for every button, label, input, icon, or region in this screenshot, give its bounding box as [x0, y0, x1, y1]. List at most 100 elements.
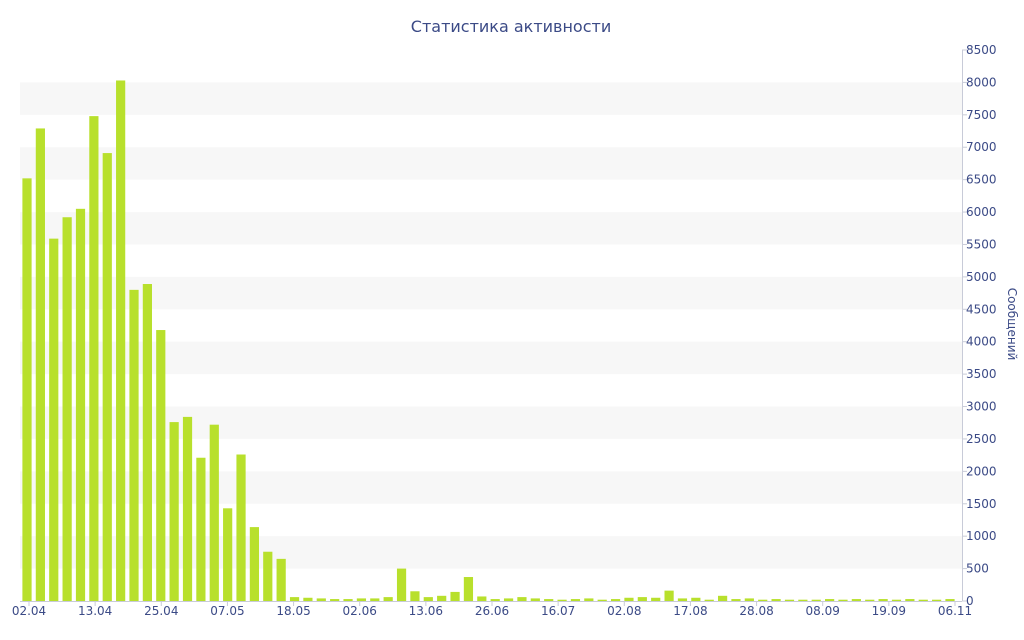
bar — [865, 599, 875, 601]
bar — [142, 284, 152, 601]
y-tick-label: 8000 — [966, 75, 997, 89]
bar — [289, 597, 300, 601]
bar — [223, 508, 233, 601]
bar — [557, 599, 567, 601]
bar — [597, 599, 607, 601]
bar — [303, 597, 313, 601]
bar — [744, 598, 754, 601]
y-tick-label: 3000 — [966, 400, 997, 414]
bar — [570, 599, 581, 601]
bar — [477, 596, 487, 601]
bar — [410, 591, 420, 601]
bar — [503, 598, 514, 601]
bar — [691, 597, 701, 601]
y-tick-label: 2500 — [966, 432, 997, 446]
bar — [49, 238, 59, 601]
bar — [463, 577, 474, 601]
x-tick-label: 08.09 — [806, 604, 840, 618]
grid-band — [20, 341, 962, 375]
bar — [89, 116, 99, 602]
y-tick-label: 4500 — [966, 302, 997, 316]
bar — [450, 591, 460, 601]
bar — [169, 422, 179, 601]
y-tick-label: 7500 — [966, 108, 997, 122]
bar — [932, 599, 942, 601]
bar — [249, 527, 260, 601]
bar — [905, 599, 915, 601]
bar — [396, 568, 407, 601]
bar — [784, 599, 795, 601]
bar — [102, 153, 112, 601]
bar — [798, 599, 808, 601]
bar — [717, 595, 728, 601]
bar — [35, 128, 45, 601]
y-tick-label: 5500 — [966, 237, 997, 251]
y-tick-label: 1500 — [966, 497, 997, 511]
y-tick-label: 500 — [966, 562, 989, 576]
x-tick-label: 07.05 — [210, 604, 244, 618]
x-axis: 02.04 13.04 25.04 07.05 18.05 02.06 13.06 26.06… — [12, 601, 972, 618]
y-tick-label: 3500 — [966, 367, 997, 381]
bar — [490, 599, 500, 601]
bar — [517, 597, 527, 601]
x-tick-label: 13.04 — [78, 604, 112, 618]
bar — [209, 424, 219, 601]
bar — [330, 599, 340, 601]
x-tick-label: 02.06 — [343, 604, 377, 618]
bar — [544, 599, 554, 601]
y-tick-label: 2000 — [966, 464, 997, 478]
bar — [637, 597, 647, 601]
grid-band — [20, 212, 962, 245]
x-tick-label: 02.08 — [607, 604, 641, 618]
bar — [758, 599, 768, 601]
bar — [182, 416, 193, 601]
bar — [356, 598, 367, 601]
bar — [129, 289, 139, 601]
x-tick-label: 13.06 — [409, 604, 443, 618]
bar — [236, 454, 246, 601]
bar — [276, 558, 286, 601]
bar — [156, 330, 166, 601]
bar — [891, 599, 902, 601]
grid-bands — [20, 82, 962, 569]
y-tick-label: 5000 — [966, 270, 997, 284]
bar — [838, 599, 848, 601]
bar — [878, 599, 888, 601]
y-axis-title: Сообщений — [1005, 288, 1019, 361]
x-tick-label: 18.05 — [276, 604, 310, 618]
x-tick-label: 26.06 — [475, 604, 509, 618]
bar — [677, 598, 688, 601]
bar — [423, 597, 433, 601]
bar — [651, 597, 661, 601]
grid-band — [20, 147, 962, 180]
bar — [704, 599, 714, 601]
grid-band — [20, 82, 962, 115]
x-tick-label: 02.04 — [12, 604, 46, 618]
bar — [664, 590, 674, 601]
bar — [437, 595, 447, 601]
bar — [825, 599, 835, 601]
y-tick-label: 1000 — [966, 529, 997, 543]
y-tick-label: 8500 — [966, 43, 997, 57]
grid-band — [20, 276, 962, 310]
bar — [62, 217, 72, 602]
x-tick-label: 17.08 — [673, 604, 707, 618]
bar — [771, 599, 781, 601]
bar — [116, 80, 126, 602]
y-tick-label: 4000 — [966, 335, 997, 349]
bar — [263, 551, 273, 601]
bar — [370, 598, 380, 601]
y-tick-label: 7000 — [966, 140, 997, 154]
chart-title: Статистика активности — [411, 17, 611, 36]
bar — [851, 599, 861, 601]
x-tick-label: 28.08 — [739, 604, 773, 618]
bar — [811, 599, 821, 601]
x-tick-label: 06.11 — [938, 604, 972, 618]
bar — [624, 597, 634, 601]
bar — [343, 599, 353, 601]
bar — [75, 208, 86, 601]
y-tick-label: 0 — [966, 594, 974, 608]
bar — [196, 457, 206, 601]
bar-series — [22, 80, 955, 602]
x-tick-label: 16.07 — [541, 604, 575, 618]
